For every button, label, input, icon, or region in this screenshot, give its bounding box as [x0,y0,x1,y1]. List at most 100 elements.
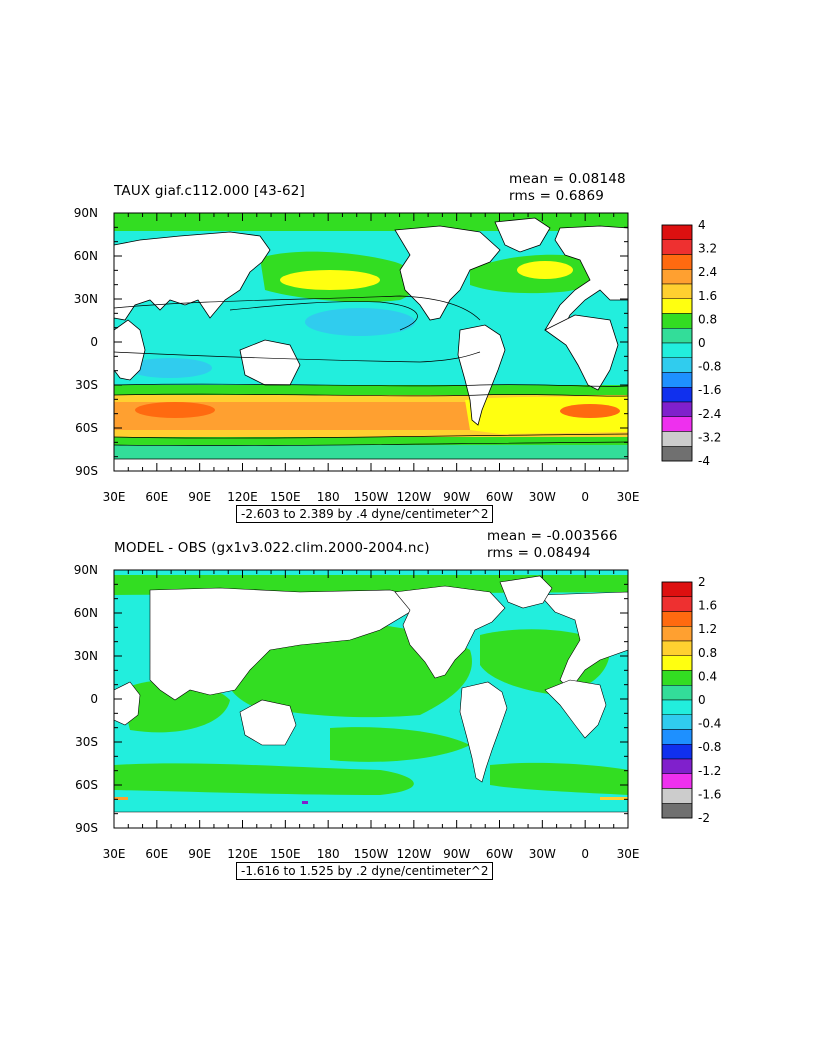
lon-tick-label: 90W [443,847,470,861]
legend-swatch [661,788,693,804]
legend-swatch [661,655,693,671]
lat-tick-label: 90N [74,563,98,577]
legend-swatch [661,298,693,314]
lat-tick-label: 60N [74,606,98,620]
lon-tick-label: 0 [581,490,589,504]
legend-label: -0.8 [698,360,721,374]
legend-label: 2.4 [698,265,717,279]
lon-tick-label: 30E [617,490,640,504]
legend-label: -0.8 [698,740,721,754]
lat-tick-label: 90N [74,206,98,220]
lat-tick-label: 30N [74,649,98,663]
lat-tick-label: 30S [75,378,98,392]
lon-tick-label: 60E [145,490,168,504]
legend-frame [661,224,693,462]
legend-label: 1.6 [698,289,717,303]
legend-swatch [661,773,693,789]
lon-tick-label: 150W [354,847,389,861]
legend-label: -1.6 [698,383,721,397]
lat-tick-label: 30S [75,735,98,749]
legend-swatch [661,611,693,627]
legend-label: 1.6 [698,599,717,613]
legend-swatch [661,269,693,285]
lon-tick-label: 150W [354,490,389,504]
mean-value: mean = -0.003566 [487,528,618,544]
legend-swatch [661,626,693,642]
legend-swatch [661,372,693,388]
legend-swatch [661,328,693,344]
legend-label: -1.6 [698,787,721,801]
lat-tick-label: 30N [74,292,98,306]
legend-label: -3.2 [698,430,721,444]
lon-tick-label: 120E [227,490,258,504]
legend-swatch [661,729,693,745]
lat-tick-label: 0 [90,692,98,706]
panel-model-minus-obs: MODEL - OBS (gx1v3.022.clim.2000-2004.nc… [0,528,818,890]
legend-swatch [661,596,693,612]
panel-title: TAUX giaf.c112.000 [43-62] [114,183,306,199]
legend-frame [661,581,693,819]
mean-value: mean = 0.08148 [509,171,626,187]
legend-swatch [661,714,693,730]
legend-swatch [661,581,693,597]
legend-swatch [661,699,693,715]
lon-tick-label: 30E [103,490,126,504]
legend-swatch [661,431,693,447]
legend-label: -1.2 [698,764,721,778]
panel-title: MODEL - OBS (gx1v3.022.clim.2000-2004.nc… [114,540,430,556]
legend-swatch [661,283,693,299]
lon-tick-label: 180 [317,490,340,504]
contour-range: -1.616 to 1.525 by .2 dyne/centimeter^2 [236,862,494,880]
legend-swatch [661,758,693,774]
legend-swatch [661,313,693,329]
lat-tick-label: 90S [75,464,98,478]
lon-tick-label: 30W [529,847,556,861]
legend-label: -0.4 [698,717,721,731]
lon-tick-label: 150E [270,490,301,504]
legend-swatch [661,670,693,686]
map-taux: 30E 60E 90E 120E 150E 180 150W 120W 90W 60W 30W 0 30… [74,206,722,504]
legend-label: 0 [698,336,706,350]
lat-tick-label: 60N [74,249,98,263]
legend-swatch [661,254,693,270]
legend-swatch [661,685,693,701]
legend-swatch [661,446,693,462]
lon-tick-label: 90W [443,490,470,504]
lon-tick-label: 120E [227,847,258,861]
legend-swatch [661,357,693,373]
lon-tick-label: 0 [581,847,589,861]
rms-value: rms = 0.6869 [509,188,605,204]
legend-label: 4 [698,218,706,232]
map-difference: 30E 60E 90E 120E 150E 180 150W 120W 90W 60W 30W 0 30… [74,563,722,861]
lon-tick-label: 120W [396,490,431,504]
lat-tick-label: 60S [75,778,98,792]
lon-tick-label: 30E [103,847,126,861]
lat-tick-label: 0 [90,335,98,349]
lon-tick-label: 120W [396,847,431,861]
legend-label: -4 [698,454,710,468]
legend-label: 0 [698,693,706,707]
lon-tick-label: 60W [486,490,513,504]
lon-tick-label: 90E [188,490,211,504]
legend-swatch [661,803,693,819]
lat-tick-label: 60S [75,421,98,435]
lon-tick-label: 30E [617,847,640,861]
lat-tick-label: 90S [75,821,98,835]
rms-value: rms = 0.08494 [487,545,591,561]
legend-swatch [661,416,693,432]
legend-swatch [661,640,693,656]
legend-label: -2.4 [698,407,721,421]
legend-label: 0.8 [698,312,717,326]
lon-tick-label: 150E [270,847,301,861]
legend-label: 1.2 [698,622,717,636]
legend-swatch [661,387,693,403]
legend-swatch [661,239,693,255]
contour-range: -2.603 to 2.389 by .4 dyne/centimeter^2 [236,505,494,523]
legend-label: 0.8 [698,646,717,660]
legend-label: 3.2 [698,242,717,256]
lon-tick-label: 90E [188,847,211,861]
legend-label: -2 [698,811,710,825]
lon-tick-label: 60W [486,847,513,861]
lon-tick-label: 180 [317,847,340,861]
legend-label: 2 [698,575,706,589]
